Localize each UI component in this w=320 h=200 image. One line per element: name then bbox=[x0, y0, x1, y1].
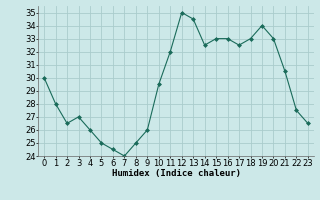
X-axis label: Humidex (Indice chaleur): Humidex (Indice chaleur) bbox=[111, 169, 241, 178]
